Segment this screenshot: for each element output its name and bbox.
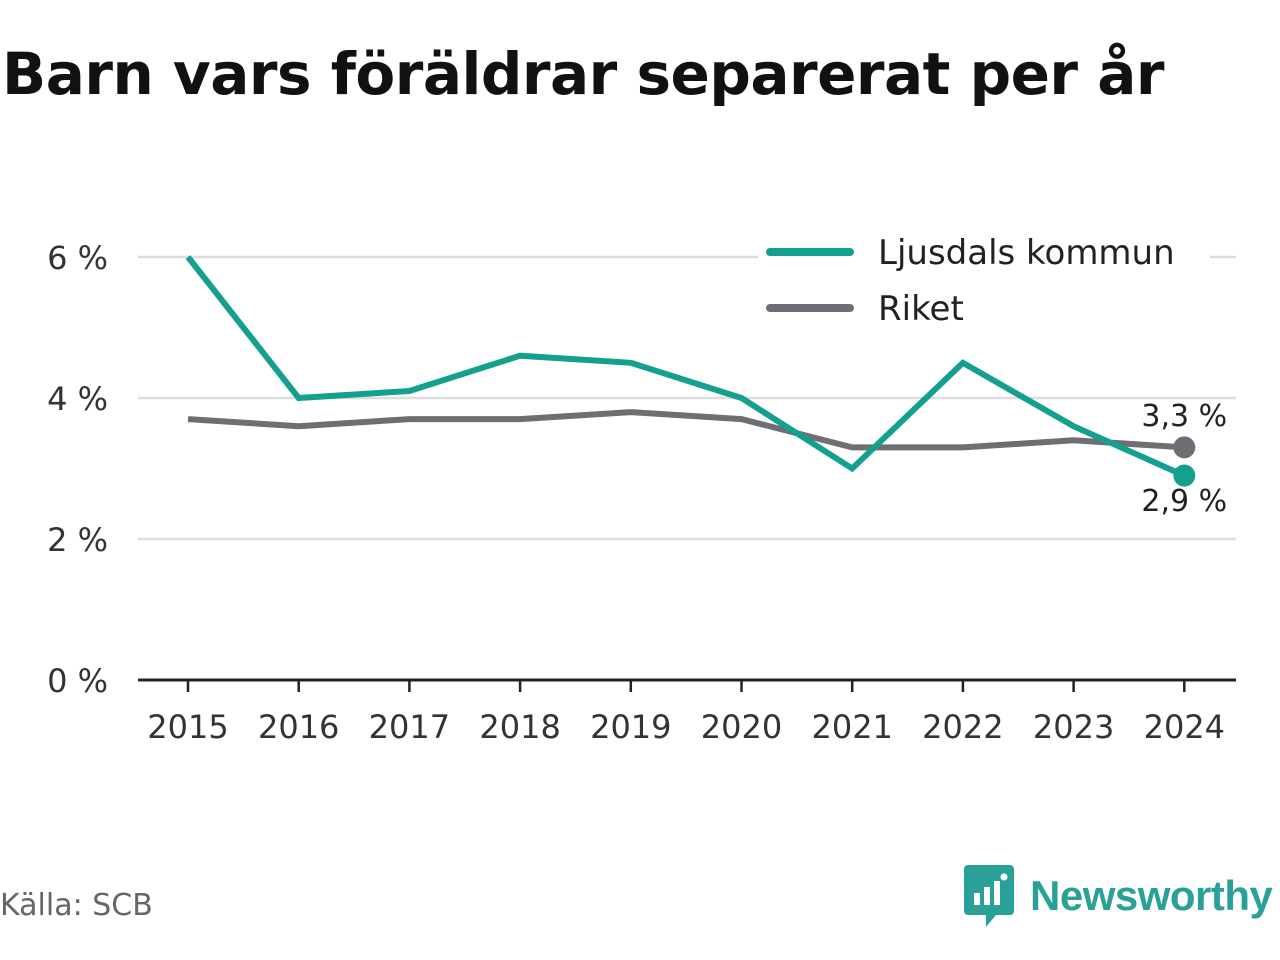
x-tick-label: 2018 (479, 708, 560, 746)
x-tick-label: 2021 (811, 708, 892, 746)
legend-background (758, 228, 1210, 336)
y-tick-label: 0 % (47, 662, 108, 700)
chart-title: Barn vars föräldrar separerat per år (2, 40, 1164, 108)
newsworthy-logo-icon (964, 865, 1014, 927)
x-tick-label: 2016 (258, 708, 339, 746)
legend-label: Riket (878, 289, 964, 329)
y-tick-label: 6 % (47, 239, 108, 277)
end-point-marker (1173, 436, 1196, 459)
brand-logo[interactable]: Newsworthy (964, 864, 1273, 928)
legend-label: Ljusdals kommun (878, 233, 1175, 273)
x-tick-label: 2024 (1144, 708, 1225, 746)
source-note: Källa: SCB (0, 888, 153, 923)
x-tick-label: 2020 (701, 708, 782, 746)
end-point-marker (1173, 464, 1196, 487)
end-label-riket: 3,3 % (1141, 399, 1227, 434)
series-lines: 2,9 % 3,3 % (185, 255, 1227, 519)
y-axis-ticks: 0 % 2 % 4 % 6 % (47, 239, 108, 700)
brand-name: Newsworthy (1030, 872, 1273, 919)
legend: Ljusdals kommun Riket (758, 228, 1210, 336)
x-tick-label: 2017 (369, 708, 450, 746)
y-tick-label: 4 % (47, 380, 108, 418)
x-tick-label: 2022 (922, 708, 1003, 746)
series-line-riket (187, 409, 1185, 451)
x-tick-label: 2015 (147, 708, 228, 746)
x-tick-label: 2023 (1033, 708, 1114, 746)
x-tick-label: 2019 (590, 708, 671, 746)
y-tick-label: 2 % (47, 521, 108, 559)
end-label-ljusdal: 2,9 % (1141, 484, 1227, 519)
series-line-ljusdal (185, 255, 1186, 479)
x-axis: 2015 2016 2017 2018 2019 2020 2021 2022 2023 2024 (138, 678, 1236, 746)
